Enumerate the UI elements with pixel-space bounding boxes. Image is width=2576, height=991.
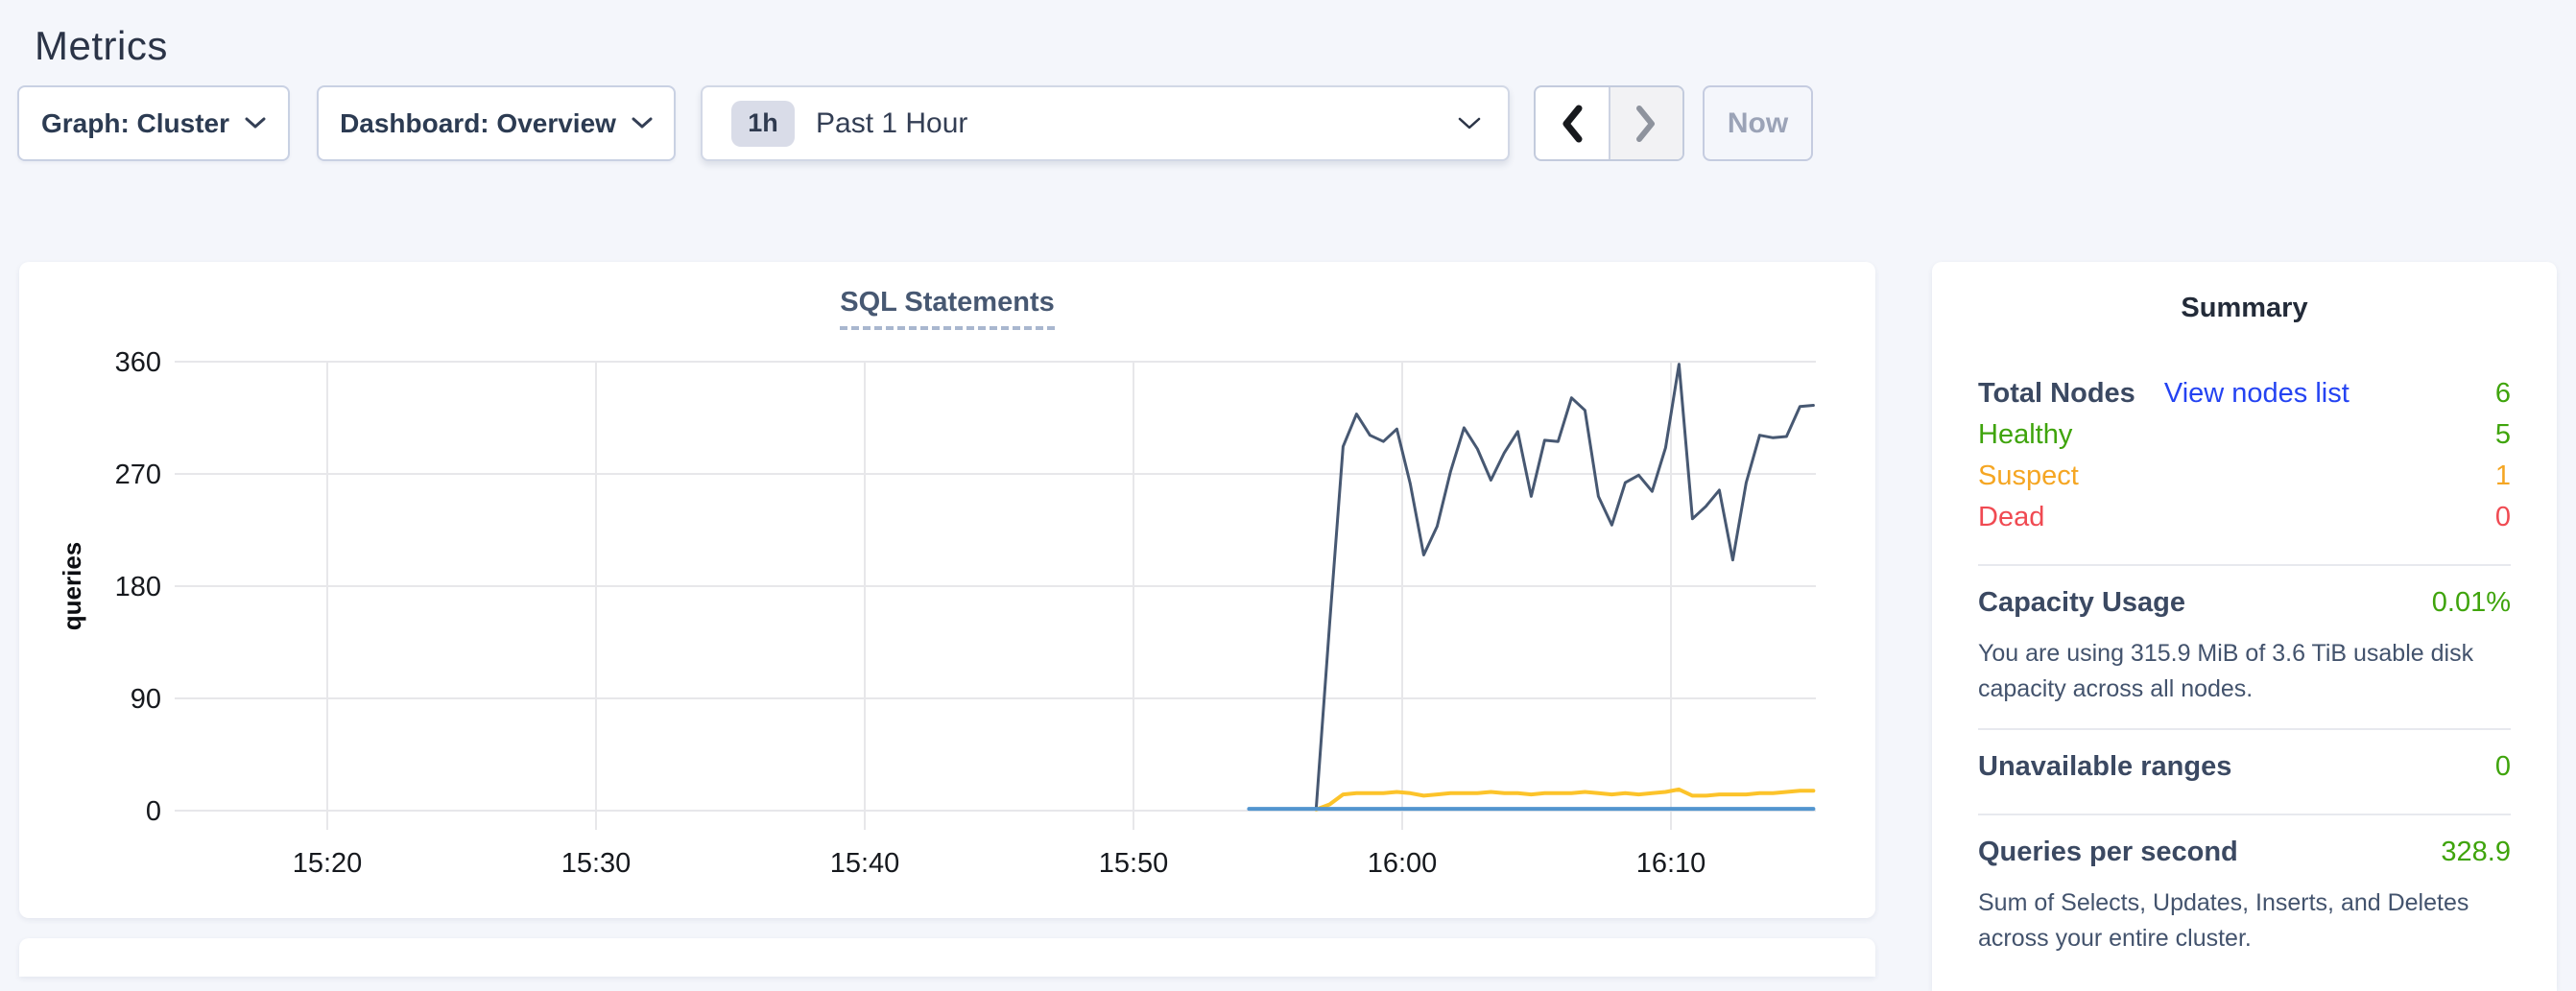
x-tick-label: 15:30 — [561, 848, 632, 879]
y-tick-label: 90 — [131, 684, 161, 715]
time-range-selector[interactable]: 1h Past 1 Hour — [701, 85, 1510, 161]
time-range-label: Past 1 Hour — [816, 106, 968, 139]
suspect-value: 1 — [2494, 460, 2511, 491]
chart-title[interactable]: SQL Statements — [840, 287, 1055, 330]
y-tick-label: 270 — [115, 460, 161, 490]
dead-label: Dead — [1978, 502, 2045, 532]
now-button[interactable]: Now — [1703, 85, 1813, 161]
x-tick-label: 16:10 — [1636, 848, 1706, 879]
view-nodes-link[interactable]: View nodes list — [2163, 378, 2349, 409]
divider — [1978, 814, 2511, 815]
dead-nodes-row: Dead 0 — [1978, 502, 2511, 543]
dashboard-dropdown[interactable]: Dashboard: Overview — [317, 85, 676, 161]
healthy-label: Healthy — [1978, 419, 2073, 450]
capacity-usage-label: Capacity Usage — [1978, 587, 2185, 618]
y-axis-label: queries — [58, 542, 86, 631]
total-nodes-value: 6 — [2494, 378, 2511, 409]
queries-per-second-value: 328.9 — [2441, 837, 2511, 867]
next-range-button[interactable] — [1608, 87, 1682, 159]
now-button-label: Now — [1727, 106, 1789, 139]
next-chart-card-edge — [19, 938, 1875, 977]
total-nodes-row: Total Nodes View nodes list 6 — [1978, 378, 2511, 419]
capacity-usage-description: You are using 315.9 MiB of 3.6 TiB usabl… — [1978, 640, 2474, 702]
chevron-down-icon — [245, 117, 266, 129]
chevron-left-icon — [1562, 105, 1583, 142]
total-nodes-label: Total Nodes — [1978, 378, 2135, 409]
summary-title: Summary — [2181, 293, 2308, 323]
unavailable-ranges-label: Unavailable ranges — [1978, 751, 2232, 782]
suspect-nodes-row: Suspect 1 — [1978, 460, 2511, 502]
y-tick-label: 0 — [146, 796, 161, 827]
dashboard-dropdown-label: Dashboard: Overview — [340, 107, 616, 138]
chart-series-dark-slate — [1314, 363, 1815, 810]
healthy-nodes-row: Healthy 5 — [1978, 419, 2511, 460]
queries-per-second-label: Queries per second — [1978, 837, 2238, 867]
x-tick-label: 15:40 — [830, 848, 900, 879]
graph-dropdown[interactable]: Graph: Cluster — [17, 85, 290, 161]
qps-description: Sum of Selects, Updates, Inserts, and De… — [1978, 889, 2469, 952]
x-tick-label: 16:00 — [1368, 848, 1438, 879]
chart-series-yellow — [1314, 787, 1816, 812]
sql-statements-plot: 0 90 180 270 360 15:20 15:30 15:40 15:50 16:00 16:… — [58, 347, 1816, 879]
prev-range-button[interactable] — [1536, 87, 1609, 159]
chevron-right-icon — [1636, 105, 1656, 142]
time-range-badge: 1h — [731, 100, 795, 147]
queries-per-second-row: Queries per second 328.9 — [1978, 837, 2511, 878]
divider — [1978, 728, 2511, 730]
dead-value: 0 — [2494, 502, 2511, 532]
healthy-value: 5 — [2494, 419, 2511, 450]
sql-statements-card: SQL Statements 0 90 180 270 360 15:20 15:30 15:… — [19, 262, 1875, 918]
capacity-usage-row: Capacity Usage 0.01% — [1978, 587, 2511, 628]
y-tick-label: 180 — [115, 572, 161, 602]
unavailable-ranges-row: Unavailable ranges 0 — [1978, 751, 2511, 792]
y-tick-label: 360 — [115, 347, 161, 378]
divider — [1978, 564, 2511, 566]
time-range-nav — [1534, 85, 1684, 161]
x-tick-label: 15:50 — [1099, 848, 1169, 879]
unavailable-ranges-value: 0 — [2494, 751, 2511, 782]
graph-dropdown-label: Graph: Cluster — [40, 107, 230, 138]
summary-panel: Summary Total Nodes View nodes list 6 He… — [1932, 262, 2557, 991]
suspect-label: Suspect — [1978, 460, 2079, 491]
capacity-usage-value: 0.01% — [2431, 587, 2511, 618]
page-title: Metrics — [35, 23, 168, 69]
chevron-down-icon — [1458, 117, 1481, 129]
x-tick-label: 15:20 — [293, 848, 363, 879]
chevron-down-icon — [632, 117, 653, 129]
